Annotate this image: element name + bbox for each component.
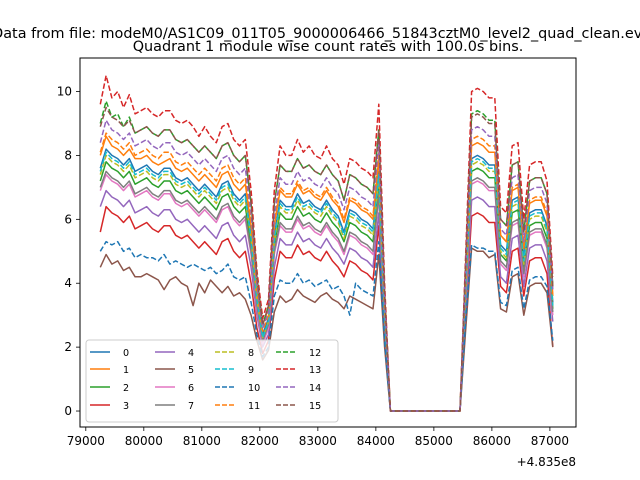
series-line-1: [99, 135, 554, 412]
legend-label-2: 2: [123, 383, 129, 394]
series-layer: [99, 74, 554, 412]
y-tick-label: 2: [64, 340, 72, 354]
y-tick-label: 10: [57, 85, 72, 99]
series-line-9: [99, 151, 554, 412]
series-line-3: [99, 205, 554, 412]
x-tick-label: 80000: [125, 434, 163, 448]
series-line-2: [99, 161, 554, 412]
legend-label-3: 3: [123, 401, 129, 412]
x-tick-label: 83000: [299, 434, 337, 448]
legend-frame: [85, 339, 339, 423]
legend-label-13: 13: [309, 365, 321, 376]
legend-label-1: 1: [123, 365, 129, 376]
x-tick-label: 82000: [241, 434, 279, 448]
x-tick-label: 84000: [357, 434, 395, 448]
series-line-15: [99, 106, 554, 412]
legend-label-12: 12: [309, 348, 321, 359]
series-line-5: [99, 247, 554, 412]
legend-label-4: 4: [188, 348, 194, 359]
legend-label-7: 7: [188, 401, 194, 412]
axes-frame: [79, 57, 577, 428]
x-tick-label: 86000: [473, 434, 511, 448]
legend-label-15: 15: [309, 401, 321, 412]
series-line-13: [99, 74, 554, 412]
legend-label-8: 8: [248, 348, 254, 359]
x-tick-label: 79000: [67, 434, 105, 448]
chart-title: Quadrant 1 module wise count rates with …: [133, 39, 524, 55]
legend-label-10: 10: [248, 383, 260, 394]
y-axis: 0 2 4 6 8 10: [57, 85, 80, 418]
legend-label-9: 9: [248, 365, 254, 376]
series-line-11: [99, 132, 554, 412]
legend-label-0: 0: [123, 348, 129, 359]
figure-suptitle: Data from file: modeM0/AS1C09_011T05_900…: [0, 26, 640, 42]
x-tick-label: 87000: [531, 434, 569, 448]
x-tick-label: 81000: [183, 434, 221, 448]
legend-label-5: 5: [188, 365, 194, 376]
y-tick-label: 0: [64, 404, 72, 418]
series-line-7: [99, 170, 554, 412]
series-line-10: [99, 240, 554, 412]
series-line-8: [99, 154, 554, 412]
legend-label-11: 11: [248, 401, 260, 412]
series-line-14: [99, 119, 554, 412]
legend-label-14: 14: [309, 383, 321, 394]
x-axis-offset-label: +4.835e8: [517, 455, 576, 469]
legend-label-6: 6: [188, 383, 194, 394]
series-line-6: [99, 173, 554, 412]
y-tick-label: 6: [64, 212, 72, 226]
x-tick-label: 85000: [415, 434, 453, 448]
x-axis: 79000 80000 81000 82000 83000 84000 85000 86000…: [67, 427, 569, 448]
y-tick-label: 8: [64, 148, 72, 162]
series-line-4: [99, 189, 554, 412]
series-line-0: [99, 148, 554, 412]
y-tick-label: 4: [64, 276, 72, 290]
